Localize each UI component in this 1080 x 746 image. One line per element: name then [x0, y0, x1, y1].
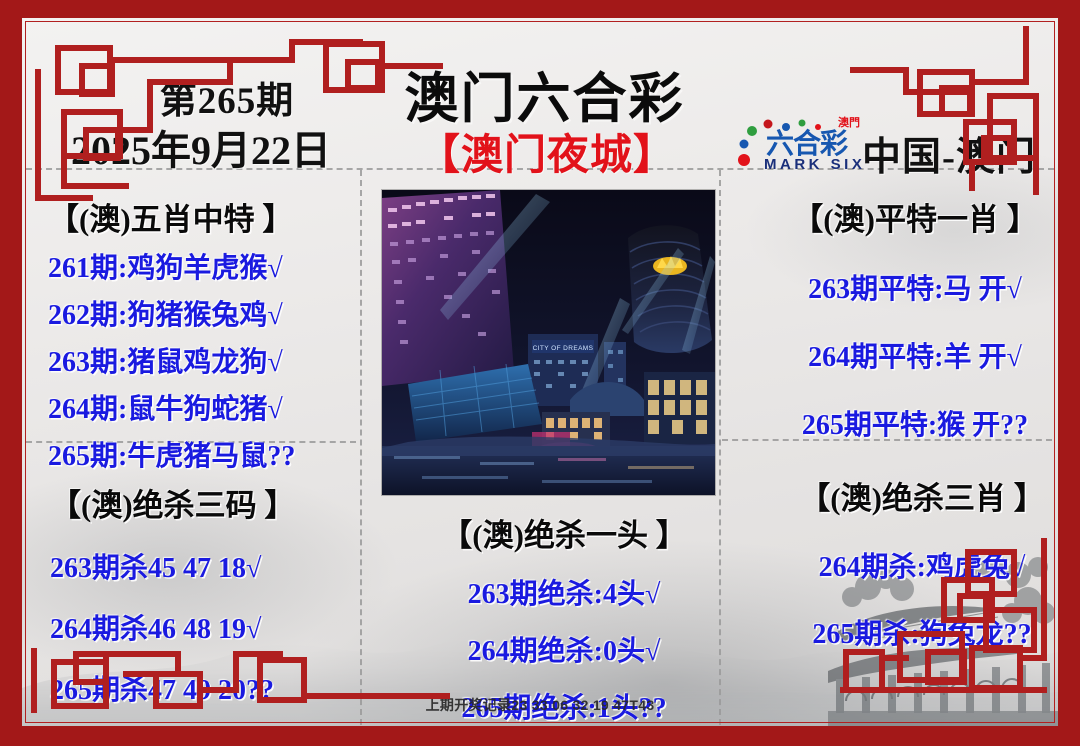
separator-right-mid — [722, 439, 1052, 441]
block-row: 263期平特:马 开√ — [808, 274, 1022, 305]
svg-text:CITY OF DREAMS: CITY OF DREAMS — [533, 345, 594, 352]
block-five-zodiac-hit: 【(澳)五肖中特 】 261期:鸡狗羊虎猴√ 262期:狗猪猴兔鸡√ 263期:… — [48, 194, 295, 474]
block-title: 【(澳)绝杀一头 】 — [441, 518, 687, 553]
separator-left-mid — [26, 441, 356, 443]
block-row: 262期:狗猪猴兔鸡√ — [48, 300, 283, 331]
block-kill-three-codes: 【(澳)绝杀三码 】 263期杀45 47 18√ 264期杀46 48 19√… — [50, 480, 295, 708]
block-row: 263期杀45 47 18√ — [50, 553, 262, 584]
mark-six-logo: 澳門 六合彩 MARK SIX — [738, 117, 866, 180]
block-row: 264期:鼠牛狗蛇猪√ — [48, 394, 283, 425]
block-row: 263期绝杀:4头√ — [467, 579, 661, 610]
block-row: 261期:鸡狗羊虎猴√ — [48, 253, 283, 284]
block-row: 265期:牛虎猪马鼠?? — [48, 441, 296, 472]
logo-macau-tag: 澳門 — [838, 117, 860, 129]
draw-date: 2025年9月22日 — [71, 128, 331, 173]
issue-number: 第265期 — [159, 81, 295, 122]
paper-canvas: 第265期 2025年9月22日 澳门六合彩 【澳门夜城】 中国-澳门 澳門 六… — [22, 18, 1058, 726]
mark-six-logo-dots — [738, 119, 821, 166]
block-title: 【(澳)绝杀三码 】 — [50, 488, 296, 523]
block-title: 【(澳)五肖中特 】 — [48, 202, 294, 237]
block-row: 264期绝杀:0头√ — [467, 636, 661, 667]
block-title: 【(澳)绝杀三肖 】 — [799, 481, 1045, 516]
block-row: 264期杀46 48 19√ — [50, 614, 262, 645]
block-row: 264期平特:羊 开√ — [808, 342, 1022, 373]
block-kill-three-zodiac: 【(澳)绝杀三肖 】 264期杀:鸡虎兔√ 265期杀:狗兔龙?? — [762, 473, 1058, 652]
block-kill-one-head: 【(澳)绝杀一头 】 263期绝杀:4头√ 264期绝杀:0头√ 265期绝杀:… — [414, 510, 714, 726]
previous-draw-record: 上期开奖记录23 33 06 32 19 47T43 — [425, 697, 655, 713]
separator-top — [26, 168, 1054, 170]
block-row: 265期平特:猴 开?? — [801, 410, 1029, 441]
page-title: 澳门六合彩 — [404, 69, 685, 129]
macau-casino-night-photo: CITY OF DREAMS — [382, 190, 715, 495]
page-subtitle: 【澳门夜城】 — [417, 133, 676, 179]
header: 第265期 2025年9月22日 澳门六合彩 【澳门夜城】 中国-澳门 澳門 六… — [22, 18, 1058, 179]
block-row: 263期:猪鼠鸡龙狗√ — [48, 347, 283, 378]
block-ping-te-one-zodiac: 【(澳)平特一肖 】 263期平特:马 开√ 264期平特:羊 开√ 265期平… — [750, 194, 1058, 443]
region-label: 中国-澳门 — [862, 136, 1036, 179]
separator-vertical-left — [360, 170, 362, 726]
logo-chinese-text: 六合彩 — [766, 129, 848, 160]
block-title: 【(澳)平特一肖 】 — [792, 202, 1038, 237]
block-row: 264期杀:鸡虎兔√ — [818, 552, 1026, 583]
separator-vertical-right — [719, 170, 721, 726]
block-row: 265期杀:狗兔龙?? — [812, 619, 1032, 650]
logo-english-text: MARK SIX — [764, 156, 866, 173]
